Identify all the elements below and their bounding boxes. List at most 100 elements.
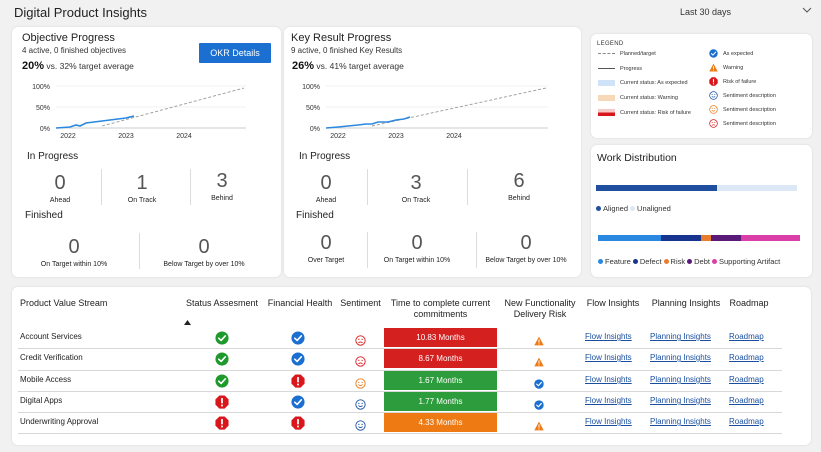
status-cell <box>534 333 544 351</box>
legend-item: Sentiment description <box>709 105 776 114</box>
legend-label: Feature <box>605 257 631 266</box>
key-result-on-track-stat: 3 On Track <box>386 172 446 204</box>
stat-label: Behind <box>211 195 233 202</box>
status-cell <box>534 418 544 436</box>
time-to-complete-cell: 10.83 Months <box>384 328 497 347</box>
risk-octagon-icon <box>215 416 229 430</box>
key-result-on-target-stat: 0 On Target within 10% <box>372 232 462 264</box>
status-cell <box>354 397 366 415</box>
col-header-planning[interactable]: Planning Insights <box>651 298 721 308</box>
col-header-time[interactable]: Time to complete current commitments <box>390 298 491 319</box>
objective-behind-stat: 3 Behind <box>192 170 252 202</box>
stat-label: On Track <box>401 197 431 204</box>
col-header-stream[interactable]: Product Value Stream <box>20 298 108 308</box>
time-to-complete-cell: 1.67 Months <box>384 371 497 390</box>
objective-finished-label: Finished <box>25 210 63 221</box>
legend-label: Supporting Artifact <box>718 257 781 266</box>
flow-insights-link[interactable]: Flow Insights <box>585 375 632 384</box>
legend-dot <box>630 206 636 211</box>
legend-swatch <box>598 68 615 69</box>
flow-insights-link[interactable]: Flow Insights <box>585 353 632 362</box>
legend-item: Risk of failure <box>709 77 756 86</box>
status-cell <box>215 374 229 393</box>
bar-segment <box>741 235 800 241</box>
legend-label: Risk <box>670 257 686 266</box>
objective-pct-line: 20% vs. 32% target average <box>22 60 134 72</box>
progress-line <box>55 115 135 129</box>
legend-swatch <box>598 94 615 101</box>
col-header-sentiment[interactable]: Sentiment <box>340 298 381 308</box>
legend-label: Risk of failure <box>723 78 757 85</box>
divider <box>101 169 102 205</box>
roadmap-link[interactable]: Roadmap <box>729 396 764 405</box>
status-cell <box>534 376 544 394</box>
col-header-delivery[interactable]: New Functionality Delivery Risk <box>504 298 576 319</box>
col-header-status[interactable]: Status Assesment <box>185 298 259 308</box>
stat-value: 0 <box>54 172 66 194</box>
date-range-select[interactable]: Last 30 days <box>674 3 816 21</box>
risk-octagon-icon <box>215 395 229 409</box>
legend-label: Aligned <box>603 204 629 213</box>
roadmap-link[interactable]: Roadmap <box>729 332 764 341</box>
divider <box>467 169 468 205</box>
legend-item: Planned/target <box>598 51 656 57</box>
stat-value: 3 <box>216 170 228 192</box>
bar-segment <box>701 235 712 241</box>
stat-value: 0 <box>520 232 532 254</box>
status-cell <box>291 331 305 350</box>
x-tick-label: 2024 <box>446 133 462 140</box>
okr-details-button[interactable]: OKR Details <box>199 43 271 63</box>
roadmap-link[interactable]: Roadmap <box>729 417 764 426</box>
status-cell <box>215 395 229 414</box>
status-cell <box>215 331 229 350</box>
flow-insights-link[interactable]: Flow Insights <box>585 332 632 341</box>
key-result-progress-card <box>284 27 581 277</box>
legend-item: Current status: Warning <box>598 94 678 101</box>
smile-orange-icon <box>709 105 718 114</box>
flow-insights-link[interactable]: Flow Insights <box>585 396 632 405</box>
planning-insights-link[interactable]: Planning Insights <box>650 417 711 426</box>
chevron-down-icon <box>802 7 812 13</box>
y-tick-label: 50% <box>306 105 320 112</box>
key-result-ahead-stat: 0 Ahead <box>296 172 356 204</box>
stat-value: 0 <box>411 232 423 254</box>
flow-insights-link[interactable]: Flow Insights <box>585 417 632 426</box>
stat-label: Over Target <box>307 257 345 264</box>
x-tick-label: 2023 <box>388 133 404 140</box>
warning-triangle-icon <box>534 357 544 367</box>
row-divider <box>18 370 782 371</box>
stat-label: Ahead <box>315 197 337 204</box>
legend-label: Planned/target <box>620 51 656 57</box>
col-header-flow[interactable]: Flow Insights <box>586 298 640 308</box>
legend-swatch <box>598 109 615 116</box>
planning-insights-link[interactable]: Planning Insights <box>650 396 711 405</box>
planning-insights-link[interactable]: Planning Insights <box>650 375 711 384</box>
stat-value: 0 <box>68 236 80 258</box>
status-cell <box>291 395 305 414</box>
risk-octagon-icon <box>291 416 305 430</box>
status-cell <box>291 352 305 371</box>
stream-name: Account Services <box>20 332 82 341</box>
legend-swatch <box>598 80 615 86</box>
col-header-roadmap[interactable]: Roadmap <box>729 298 769 308</box>
legend-item: Sentiment description <box>709 119 776 128</box>
roadmap-link[interactable]: Roadmap <box>729 353 764 362</box>
planning-insights-link[interactable]: Planning Insights <box>650 353 711 362</box>
date-range-value: Last 30 days <box>680 7 732 17</box>
col-header-financial[interactable]: Financial Health <box>267 298 333 308</box>
stat-value: 3 <box>410 172 422 194</box>
key-result-behind-stat: 6 Behind <box>489 170 549 202</box>
frown-red-icon <box>354 355 366 367</box>
status-cell <box>291 374 305 393</box>
key-result-pct-line: 26% vs. 41% target average <box>292 60 404 72</box>
check-circle-blue-icon <box>291 331 305 345</box>
planning-insights-link[interactable]: Planning Insights <box>650 332 711 341</box>
legend-label: Sentiment description <box>723 120 776 127</box>
objective-title: Objective Progress <box>22 32 115 44</box>
stream-name: Digital Apps <box>20 396 63 405</box>
roadmap-link[interactable]: Roadmap <box>729 375 764 384</box>
progress-line <box>325 116 411 129</box>
warning-triangle-icon <box>534 336 544 346</box>
check-circle-blue-icon <box>534 379 544 389</box>
sort-asc-icon[interactable] <box>184 320 191 325</box>
